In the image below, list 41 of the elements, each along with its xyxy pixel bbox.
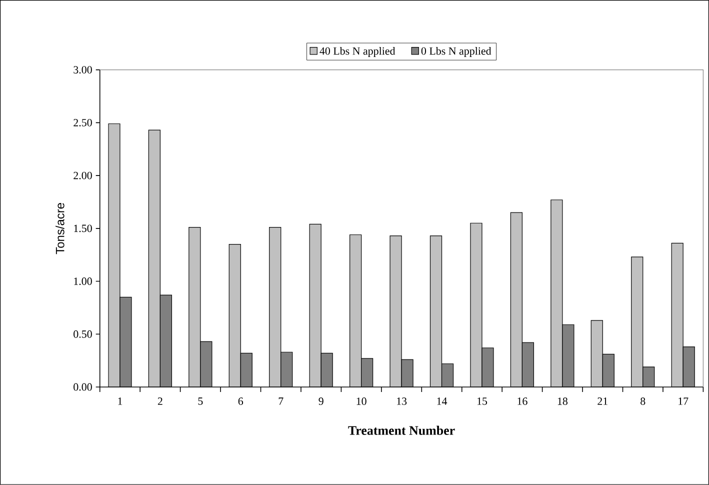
x-axis-title: Treatment Number bbox=[348, 426, 455, 435]
x-tick-label: 10 bbox=[356, 398, 366, 405]
y-tick-label: 2.50 bbox=[74, 119, 92, 126]
x-tick-label: 5 bbox=[198, 398, 203, 405]
x-tick-label: 9 bbox=[318, 398, 324, 405]
x-tick-label: 16 bbox=[518, 398, 528, 405]
y-tick-label: 3.00 bbox=[74, 66, 92, 74]
bar bbox=[430, 236, 442, 388]
bar bbox=[390, 236, 402, 388]
x-tick-label: 18 bbox=[558, 398, 568, 405]
legend-label: 0 Lbs N applied bbox=[421, 47, 492, 58]
x-tick-label: 14 bbox=[437, 398, 448, 405]
y-axis-title: Tons/acre bbox=[56, 203, 64, 254]
bar bbox=[188, 227, 201, 388]
x-tick-label: 6 bbox=[238, 398, 244, 405]
x-tick-label: 8 bbox=[640, 398, 646, 405]
y-tick-label: 1.00 bbox=[74, 278, 92, 286]
bar bbox=[350, 234, 362, 388]
x-tick-label: 15 bbox=[477, 398, 488, 405]
y-tick-label: 2.00 bbox=[74, 172, 92, 180]
x-tick-label: 2 bbox=[158, 398, 162, 405]
x-tick-label: 17 bbox=[678, 398, 688, 405]
bar bbox=[590, 320, 603, 388]
x-tick-label: 7 bbox=[278, 398, 284, 405]
y-tick-label: 0.00 bbox=[74, 383, 92, 391]
bar bbox=[550, 200, 563, 388]
y-tick-label: 0.50 bbox=[74, 330, 92, 338]
bar bbox=[671, 242, 684, 388]
bar bbox=[631, 256, 644, 388]
x-tick-label: 13 bbox=[397, 398, 407, 405]
bar bbox=[510, 212, 523, 388]
bar bbox=[148, 130, 160, 388]
bar bbox=[108, 124, 120, 388]
bar bbox=[470, 222, 482, 388]
legend-label: 40 Lbs N applied bbox=[320, 47, 396, 58]
bar bbox=[228, 244, 241, 388]
bar bbox=[269, 227, 282, 388]
x-tick-label: 1 bbox=[118, 398, 122, 405]
y-tick-label: 1.50 bbox=[74, 224, 92, 232]
x-tick-label: 21 bbox=[598, 398, 608, 405]
bar bbox=[309, 224, 322, 388]
